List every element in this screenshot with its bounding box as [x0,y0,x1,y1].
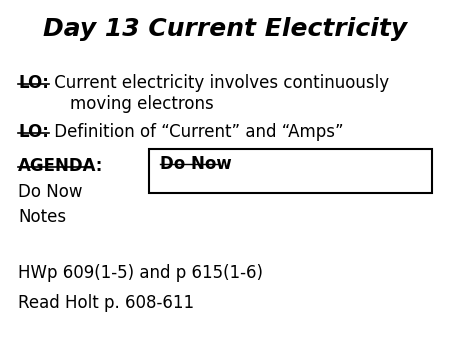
Text: Do Now: Do Now [18,183,82,200]
Bar [148,149,432,193]
Text: LO:: LO: [18,123,49,141]
Text: Current electricity involves continuously
    moving electrons: Current electricity involves continuousl… [49,74,389,113]
Text: Read Holt p. 608-611: Read Holt p. 608-611 [18,294,194,312]
Text: Definition of “Current” and “Amps”: Definition of “Current” and “Amps” [49,123,343,141]
Text: LO:: LO: [18,74,49,92]
Text: Day 13 Current Electricity: Day 13 Current Electricity [43,17,407,41]
Text: Do Now: Do Now [160,155,231,173]
Text: HWp 609(1-5) and p 615(1-6): HWp 609(1-5) and p 615(1-6) [18,264,263,282]
Text: AGENDA:: AGENDA: [18,157,104,175]
Text: Notes: Notes [18,208,66,226]
